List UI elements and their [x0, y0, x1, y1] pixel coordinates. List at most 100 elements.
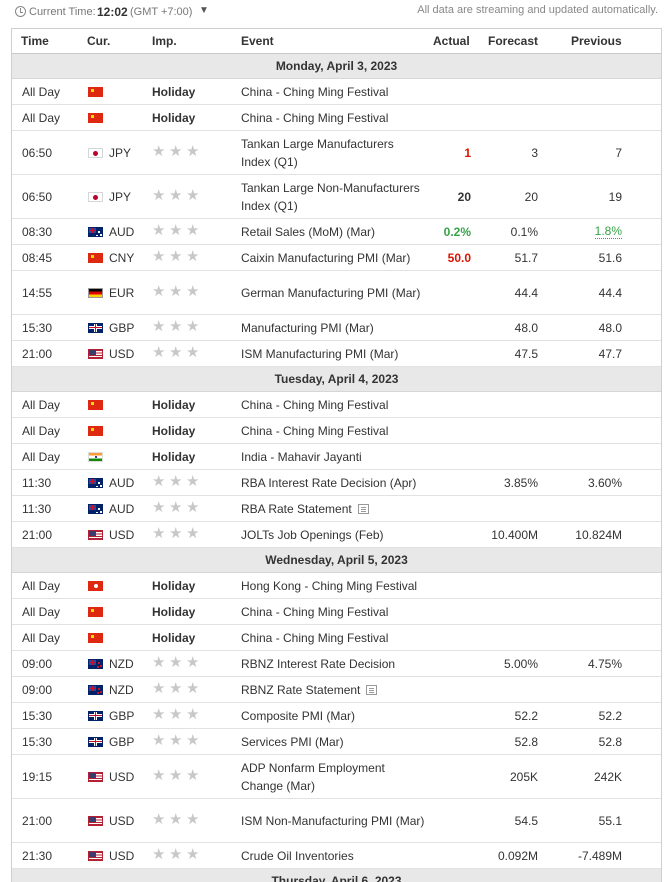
- event-name-link[interactable]: India - Mahavir Jayanti: [241, 448, 362, 466]
- star-icon: [169, 707, 184, 722]
- event-name[interactable]: RBNZ Interest Rate Decision: [241, 656, 396, 671]
- event-name-link[interactable]: ISM Manufacturing PMI (Mar): [241, 345, 398, 363]
- event-name-link[interactable]: RBA Interest Rate Decision (Apr): [241, 474, 416, 492]
- event-name-link[interactable]: Tankan Large Manufacturers Index (Q1): [241, 135, 426, 171]
- event-row[interactable]: 08:45 CNY Caixin Manufacturing PMI (Mar) 50…: [12, 245, 661, 271]
- header-forecast[interactable]: Forecast: [488, 34, 539, 48]
- event-name[interactable]: China - Ching Ming Festival: [241, 423, 389, 438]
- importance-stars: [152, 319, 201, 334]
- event-name[interactable]: China - Ching Ming Festival: [241, 110, 389, 125]
- event-currency: EUR: [109, 285, 135, 300]
- event-name-link[interactable]: ISM Non-Manufacturing PMI (Mar): [241, 812, 424, 830]
- event-name-link[interactable]: China - Ching Ming Festival: [241, 109, 388, 127]
- star-icon: [152, 812, 167, 827]
- event-row[interactable]: All Day Holiday India - Mahavir Jayanti: [12, 444, 661, 470]
- event-row[interactable]: 06:50 JPY Tankan Large Non-Manufacturers I…: [12, 175, 661, 219]
- event-name[interactable]: German Manufacturing PMI (Mar): [241, 285, 421, 300]
- event-name[interactable]: ISM Non-Manufacturing PMI (Mar): [241, 813, 425, 828]
- event-name[interactable]: Tankan Large Non-Manufacturers Index (Q1…: [241, 180, 420, 213]
- event-previous: 3.60%: [542, 470, 622, 495]
- event-name[interactable]: Manufacturing PMI (Mar): [241, 320, 374, 335]
- event-forecast: 5.00%: [503, 656, 538, 671]
- event-row[interactable]: 08:30 AUD Retail Sales (MoM) (Mar) 0.2% 0.1%…: [12, 219, 661, 245]
- event-row[interactable]: All Day Holiday China - Ching Ming Festiva…: [12, 625, 661, 651]
- event-name[interactable]: India - Mahavir Jayanti: [241, 449, 362, 464]
- event-name-link[interactable]: German Manufacturing PMI (Mar): [241, 284, 420, 302]
- event-name[interactable]: ADP Nonfarm Employment Change (Mar): [241, 760, 385, 793]
- flag-cell: [88, 418, 104, 443]
- header-previous[interactable]: Previous: [571, 34, 622, 48]
- event-name[interactable]: ISM Manufacturing PMI (Mar): [241, 346, 399, 361]
- event-name[interactable]: China - Ching Ming Festival: [241, 604, 389, 619]
- header-currency[interactable]: Cur.: [87, 34, 111, 48]
- event-name[interactable]: Composite PMI (Mar): [241, 708, 356, 723]
- header-actual[interactable]: Actual: [433, 34, 470, 48]
- event-name-link[interactable]: Crude Oil Inventories: [241, 847, 354, 865]
- speech-document-icon[interactable]: [366, 685, 378, 696]
- header-importance[interactable]: Imp.: [152, 34, 177, 48]
- event-name-link[interactable]: Manufacturing PMI (Mar): [241, 319, 374, 337]
- event-row[interactable]: 19:15 USD ADP Nonfarm Employment Change (M…: [12, 755, 661, 799]
- event-row[interactable]: 11:30 AUD RBA Rate Statement: [12, 496, 661, 522]
- event-name-link[interactable]: RBNZ Rate Statement: [241, 681, 378, 699]
- event-name-link[interactable]: China - Ching Ming Festival: [241, 422, 388, 440]
- event-name-link[interactable]: China - Ching Ming Festival: [241, 396, 388, 414]
- event-name[interactable]: JOLTs Job Openings (Feb): [241, 527, 384, 542]
- event-row[interactable]: 15:30 GBP Manufacturing PMI (Mar) 48.0 48.0: [12, 315, 661, 341]
- event-name[interactable]: China - Ching Ming Festival: [241, 630, 389, 645]
- event-name-link[interactable]: JOLTs Job Openings (Feb): [241, 526, 384, 544]
- event-row[interactable]: 21:00 USD ISM Non-Manufacturing PMI (Mar) 5…: [12, 799, 661, 843]
- event-row[interactable]: 06:50 JPY Tankan Large Manufacturers Index…: [12, 131, 661, 175]
- importance-cell: [152, 470, 227, 495]
- event-name-link[interactable]: ADP Nonfarm Employment Change (Mar): [241, 759, 426, 795]
- event-name-link[interactable]: Caixin Manufacturing PMI (Mar): [241, 249, 410, 267]
- event-row[interactable]: 21:00 USD JOLTs Job Openings (Feb) 10.400M 1…: [12, 522, 661, 548]
- event-row[interactable]: 15:30 GBP Services PMI (Mar) 52.8 52.8: [12, 729, 661, 755]
- timezone-selector[interactable]: (GMT +7:00): [130, 6, 193, 18]
- event-name-link[interactable]: China - Ching Ming Festival: [241, 603, 388, 621]
- event-row[interactable]: 11:30 AUD RBA Interest Rate Decision (Apr)…: [12, 470, 661, 496]
- event-row[interactable]: All Day Holiday Hong Kong - Ching Ming Fes…: [12, 573, 661, 599]
- event-row[interactable]: All Day Holiday China - Ching Ming Festiva…: [12, 599, 661, 625]
- event-row[interactable]: All Day Holiday China - Ching Ming Festiva…: [12, 79, 661, 105]
- star-icon: [152, 707, 167, 722]
- star-icon: [152, 284, 167, 299]
- event-name-link[interactable]: RBNZ Interest Rate Decision: [241, 655, 395, 673]
- importance-cell: [152, 843, 227, 868]
- event-name[interactable]: RBA Interest Rate Decision (Apr): [241, 475, 417, 490]
- event-name[interactable]: China - Ching Ming Festival: [241, 397, 389, 412]
- event-name[interactable]: Caixin Manufacturing PMI (Mar): [241, 250, 411, 265]
- event-name-link[interactable]: Retail Sales (MoM) (Mar): [241, 223, 375, 241]
- event-row[interactable]: 09:00 NZD RBNZ Rate Statement: [12, 677, 661, 703]
- previous-value: 44.4: [598, 285, 622, 300]
- event-name-link[interactable]: RBA Rate Statement: [241, 500, 369, 518]
- event-name[interactable]: Tankan Large Manufacturers Index (Q1): [241, 136, 394, 169]
- chevron-down-icon[interactable]: ▼: [199, 5, 209, 16]
- event-name[interactable]: RBA Rate Statement: [241, 501, 352, 516]
- event-name[interactable]: Crude Oil Inventories: [241, 848, 354, 863]
- event-row[interactable]: All Day Holiday China - Ching Ming Festiva…: [12, 418, 661, 444]
- event-name[interactable]: Hong Kong - Ching Ming Festival: [241, 578, 418, 593]
- event-row[interactable]: All Day Holiday China - Ching Ming Festiva…: [12, 105, 661, 131]
- header-time[interactable]: Time: [21, 34, 49, 48]
- event-row[interactable]: 21:30 USD Crude Oil Inventories 0.092M -7.48…: [12, 843, 661, 869]
- event-name[interactable]: Services PMI (Mar): [241, 734, 344, 749]
- event-name-link[interactable]: Composite PMI (Mar): [241, 707, 355, 725]
- event-row[interactable]: All Day Holiday China - Ching Ming Festiva…: [12, 392, 661, 418]
- event-name-link[interactable]: Services PMI (Mar): [241, 733, 344, 751]
- event-name[interactable]: China - Ching Ming Festival: [241, 84, 389, 99]
- event-name[interactable]: Retail Sales (MoM) (Mar): [241, 224, 376, 239]
- event-name[interactable]: RBNZ Rate Statement: [241, 682, 361, 697]
- header-event[interactable]: Event: [241, 34, 274, 48]
- event-name-link[interactable]: Hong Kong - Ching Ming Festival: [241, 577, 417, 595]
- event-previous: 51.6: [542, 245, 622, 270]
- event-row[interactable]: 21:00 USD ISM Manufacturing PMI (Mar) 47.5 4…: [12, 341, 661, 367]
- speech-document-icon[interactable]: [357, 504, 369, 515]
- event-name-link[interactable]: China - Ching Ming Festival: [241, 83, 388, 101]
- event-name-cell: Services PMI (Mar): [241, 729, 426, 754]
- event-row[interactable]: 15:30 GBP Composite PMI (Mar) 52.2 52.2: [12, 703, 661, 729]
- event-row[interactable]: 14:55 EUR German Manufacturing PMI (Mar) 44…: [12, 271, 661, 315]
- event-row[interactable]: 09:00 NZD RBNZ Interest Rate Decision 5.00%…: [12, 651, 661, 677]
- event-name-link[interactable]: China - Ching Ming Festival: [241, 629, 388, 647]
- event-name-link[interactable]: Tankan Large Non-Manufacturers Index (Q1…: [241, 179, 426, 215]
